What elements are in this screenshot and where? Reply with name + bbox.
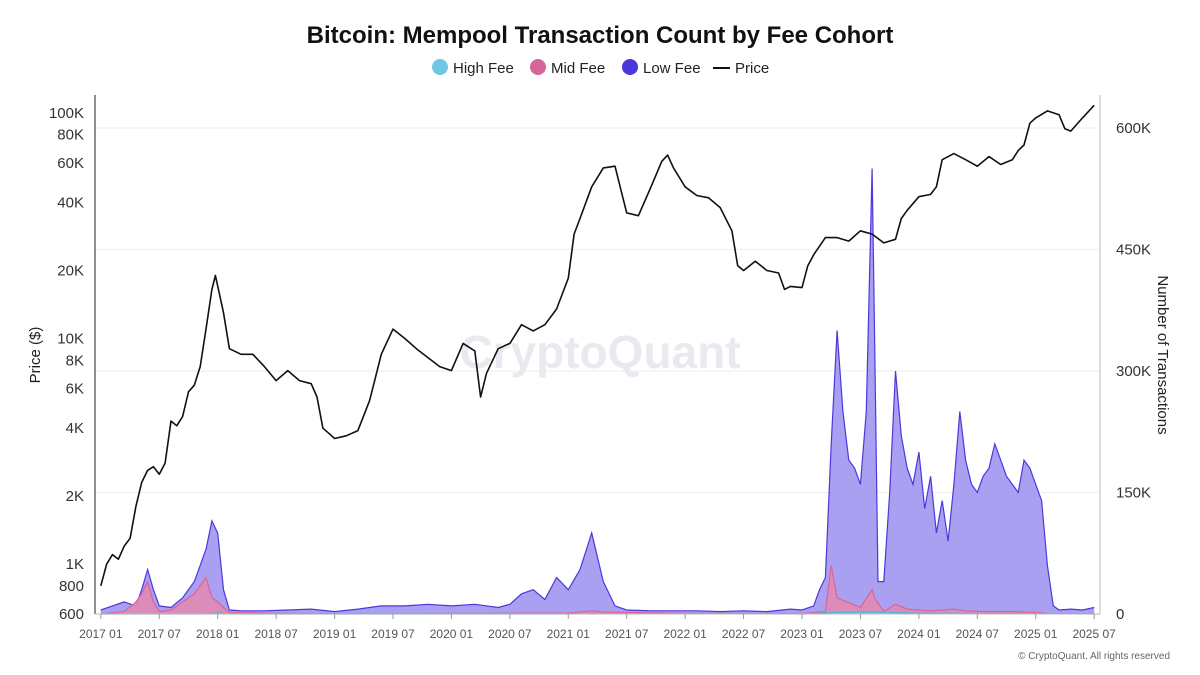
legend-marker xyxy=(432,59,448,75)
x-tick-label: 2024 07 xyxy=(956,627,1000,641)
legend-marker xyxy=(530,59,546,75)
y-left-tick-label: 80K xyxy=(57,127,84,144)
series-line-mid-fee xyxy=(100,565,1095,615)
y-right-tick-label: 450K xyxy=(1116,242,1151,259)
legend-item-mid-fee: Mid Fee xyxy=(530,59,605,77)
y-left-tick-label: 800 xyxy=(59,578,84,595)
y-right-tick-label: 150K xyxy=(1116,485,1151,502)
x-tick-label: 2019 01 xyxy=(313,627,357,641)
y-left-tick-label: 40K xyxy=(57,195,84,212)
y-left-tick-label: 10K xyxy=(57,330,84,347)
y-right-tick-label: 0 xyxy=(1116,606,1124,623)
legend-item-price: Price xyxy=(713,60,769,77)
y-right-tick-label: 300K xyxy=(1116,363,1151,380)
legend-label: Mid Fee xyxy=(551,60,605,77)
axes: 600 800 1K 2K 4K 6K 8K 10K 20K 40K 60K 80K 100K 0 150K… xyxy=(49,95,1151,641)
x-tick-label: 2018 07 xyxy=(254,627,298,641)
y-left-tick-label: 2K xyxy=(66,488,84,505)
x-tick-label: 2025 01 xyxy=(1014,627,1058,641)
x-tick-label: 2024 01 xyxy=(897,627,941,641)
x-tick-label: 2023 07 xyxy=(839,627,883,641)
legend-label: Price xyxy=(735,60,769,77)
x-tick-label: 2017 01 xyxy=(79,627,123,641)
x-tick-label: 2021 01 xyxy=(547,627,591,641)
x-tick-label: 2022 07 xyxy=(722,627,766,641)
legend: High Fee Mid Fee Low Fee Price xyxy=(432,59,769,77)
y-left-tick-label: 6K xyxy=(66,380,84,397)
y-left-tick-label: 20K xyxy=(57,263,84,280)
y-left-tick-label: 8K xyxy=(66,352,84,369)
legend-label: Low Fee xyxy=(643,60,701,77)
y-left-axis-label: Price ($) xyxy=(27,327,44,384)
y-left-tick-label: 60K xyxy=(57,155,84,172)
copyright: © CryptoQuant. All rights reserved xyxy=(1018,651,1170,662)
x-tick-label: 2020 07 xyxy=(488,627,532,641)
y-left-tick-label: 1K xyxy=(66,556,84,573)
series-line-low-fee xyxy=(100,168,1095,613)
series-area-low-fee xyxy=(100,168,1095,614)
y-left-tick-label: 100K xyxy=(49,105,84,122)
y-right-tick-label: 600K xyxy=(1116,120,1151,137)
watermark: CryptoQuant xyxy=(459,326,740,378)
y-left-tick-label: 600 xyxy=(59,606,84,623)
x-tick-label: 2023 01 xyxy=(780,627,824,641)
legend-item-high-fee: High Fee xyxy=(432,59,514,77)
series-line-price xyxy=(100,104,1095,587)
chart-title: Bitcoin: Mempool Transaction Count by Fe… xyxy=(307,22,894,49)
legend-item-low-fee: Low Fee xyxy=(622,59,701,77)
y-left-tick-label: 4K xyxy=(66,420,84,437)
legend-label: High Fee xyxy=(453,60,514,77)
x-tick-label: 2022 01 xyxy=(663,627,707,641)
x-tick-label: 2025 07 xyxy=(1072,627,1116,641)
x-tick-label: 2017 07 xyxy=(138,627,182,641)
y-right-axis-label: Number of Transactions xyxy=(1154,275,1171,434)
x-tick-label: 2019 07 xyxy=(371,627,415,641)
x-tick-label: 2018 01 xyxy=(196,627,240,641)
x-tick-label: 2021 07 xyxy=(605,627,649,641)
legend-marker xyxy=(622,59,638,75)
x-tick-label: 2020 01 xyxy=(430,627,474,641)
